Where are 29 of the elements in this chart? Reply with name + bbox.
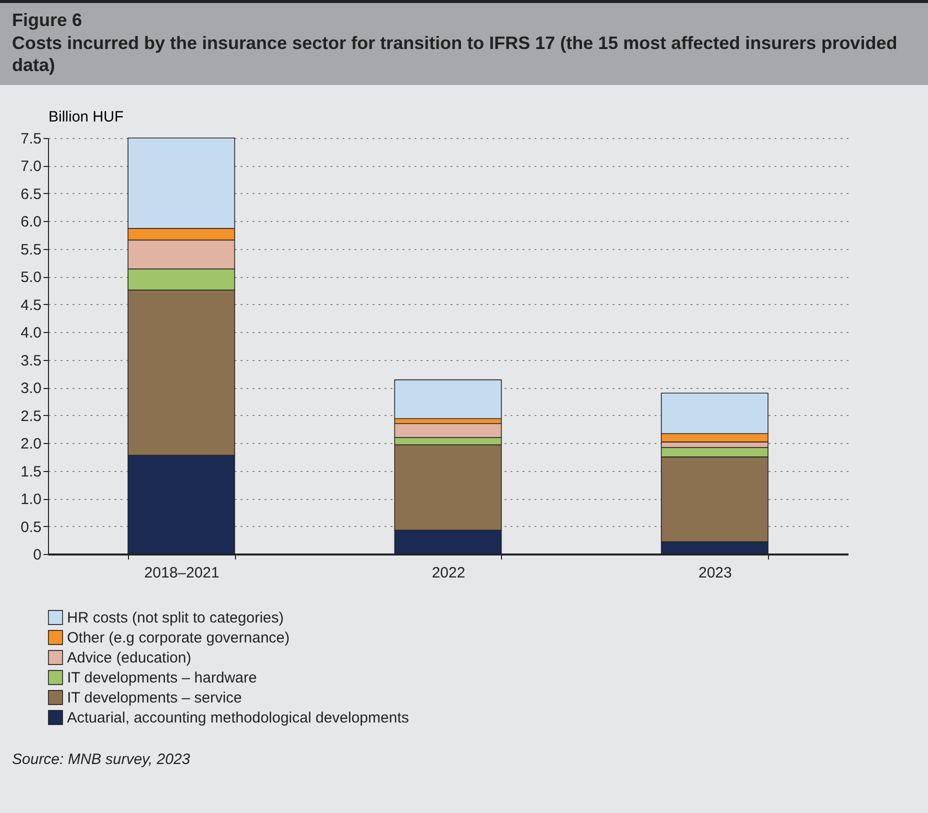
y-tick-label: 1.0 bbox=[20, 490, 42, 508]
y-tick-label: 7.0 bbox=[20, 158, 42, 175]
y-tick-label: 7.5 bbox=[20, 130, 42, 147]
legend-label: IT developments – service bbox=[67, 689, 242, 706]
y-tick-label: 6.0 bbox=[20, 213, 42, 230]
chart-subtitle: Costs incurred by the insurance sector for transition to IFRS 17 (the 15 most affected insurers provided data) bbox=[12, 32, 898, 76]
y-tick-label: 1.5 bbox=[20, 462, 42, 480]
x-tick-label: 2023 bbox=[698, 564, 732, 581]
x-tick-label: 2022 bbox=[432, 564, 466, 581]
y-tick-label: 4.5 bbox=[20, 296, 42, 314]
y-tick-label: 2.0 bbox=[20, 435, 42, 452]
y-tick-label: 3.0 bbox=[20, 380, 42, 397]
y-tick-label: 0.5 bbox=[20, 518, 42, 536]
y-tick-label: 5.5 bbox=[20, 240, 42, 258]
legend-label: HR costs (not split to categories) bbox=[67, 609, 284, 626]
source-note: Source: MNB survey, 2023 bbox=[11, 750, 192, 770]
y-axis-title: Billion HUF bbox=[48, 108, 124, 125]
x-tick-label: 2018–2021 bbox=[144, 564, 220, 581]
y-tick-label: 2.5 bbox=[20, 407, 42, 424]
y-tick-label: 3.5 bbox=[20, 352, 42, 369]
legend-label: Other (e.g corporate governance) bbox=[67, 629, 290, 646]
y-tick-label: 0 bbox=[33, 546, 42, 563]
y-tick-label: 4.0 bbox=[20, 324, 42, 342]
legend-label: Actuarial, accounting methodological developments bbox=[67, 709, 409, 726]
y-tick-label: 6.5 bbox=[20, 185, 42, 202]
y-tick-label: 5.0 bbox=[20, 268, 42, 286]
chart-title: Figure 6 bbox=[12, 9, 84, 32]
legend-label: Advice (education) bbox=[67, 649, 192, 666]
legend-label: IT developments – hardware bbox=[67, 669, 257, 686]
